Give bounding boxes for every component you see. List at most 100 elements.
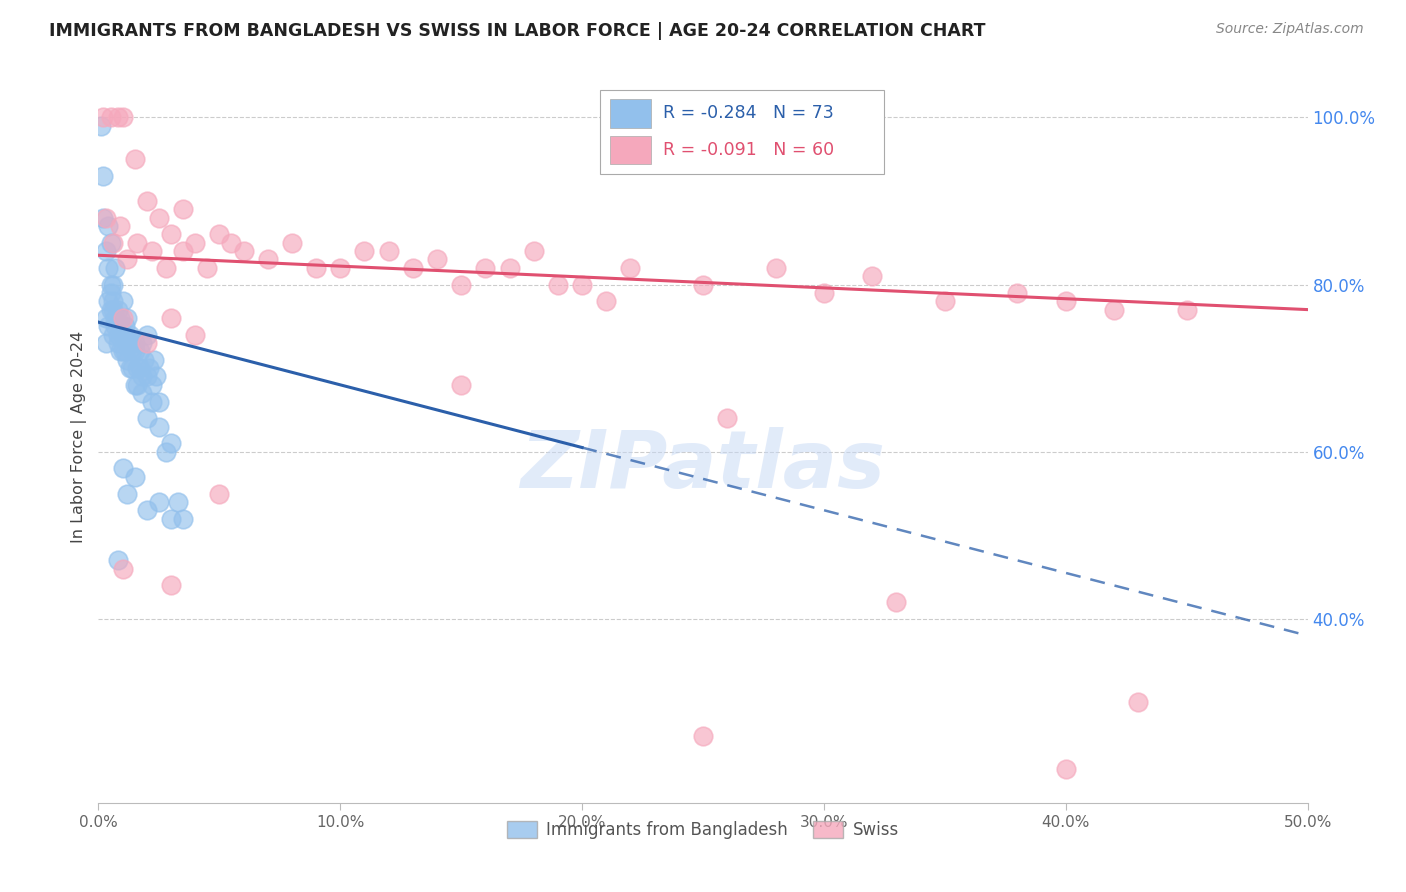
Point <box>138 361 160 376</box>
Point <box>118 327 141 342</box>
Point <box>124 377 146 392</box>
Point <box>114 344 136 359</box>
Point <box>124 152 146 166</box>
Point <box>91 169 114 183</box>
Point <box>208 227 231 242</box>
Point <box>160 578 183 592</box>
Point <box>108 219 131 233</box>
Legend: Immigrants from Bangladesh, Swiss: Immigrants from Bangladesh, Swiss <box>501 814 905 846</box>
Point <box>498 260 520 275</box>
Point <box>160 227 183 242</box>
Point <box>172 202 194 217</box>
Point <box>118 361 141 376</box>
Point <box>595 294 617 309</box>
Point <box>97 294 120 309</box>
Point <box>232 244 254 258</box>
Point <box>135 369 157 384</box>
FancyBboxPatch shape <box>610 99 651 128</box>
Text: R = -0.284   N = 73: R = -0.284 N = 73 <box>664 104 834 122</box>
Point <box>94 211 117 225</box>
Text: Source: ZipAtlas.com: Source: ZipAtlas.com <box>1216 22 1364 37</box>
Point <box>91 111 114 125</box>
Point <box>100 235 122 250</box>
FancyBboxPatch shape <box>600 90 884 174</box>
Point <box>107 327 129 342</box>
Point <box>91 211 114 225</box>
Point <box>101 235 124 250</box>
Point <box>124 336 146 351</box>
Point <box>114 327 136 342</box>
Point <box>1054 763 1077 777</box>
Point <box>155 260 177 275</box>
Point <box>107 302 129 317</box>
Point <box>94 244 117 258</box>
Point <box>172 511 194 525</box>
Point <box>114 319 136 334</box>
Point <box>100 302 122 317</box>
Point <box>117 310 139 325</box>
Point <box>886 595 908 609</box>
Point <box>111 344 134 359</box>
Point <box>118 336 141 351</box>
FancyBboxPatch shape <box>610 136 651 164</box>
Point <box>127 235 149 250</box>
Point <box>148 211 170 225</box>
Point <box>141 377 163 392</box>
Point <box>450 377 472 392</box>
Point <box>377 244 399 258</box>
Point <box>547 277 569 292</box>
Point <box>160 511 183 525</box>
Point <box>1128 696 1150 710</box>
Point <box>131 369 153 384</box>
Point <box>111 461 134 475</box>
Point <box>148 394 170 409</box>
Point <box>108 319 131 334</box>
Point <box>148 495 170 509</box>
Point <box>135 194 157 208</box>
Point <box>692 277 714 292</box>
Point <box>97 319 120 334</box>
Point <box>329 260 352 275</box>
Point <box>305 260 328 275</box>
Point <box>117 352 139 367</box>
Point <box>148 419 170 434</box>
Text: IMMIGRANTS FROM BANGLADESH VS SWISS IN LABOR FORCE | AGE 20-24 CORRELATION CHART: IMMIGRANTS FROM BANGLADESH VS SWISS IN L… <box>49 22 986 40</box>
Point <box>90 119 112 133</box>
Point <box>101 277 124 292</box>
Text: ZIPatlas: ZIPatlas <box>520 427 886 506</box>
Point <box>619 260 641 275</box>
Point <box>135 503 157 517</box>
Point <box>860 269 883 284</box>
Point <box>108 310 131 325</box>
Point <box>523 244 546 258</box>
Point <box>128 344 150 359</box>
Point <box>426 252 449 267</box>
Point <box>128 361 150 376</box>
Point <box>141 394 163 409</box>
Point <box>104 310 127 325</box>
Point <box>101 327 124 342</box>
Point <box>127 361 149 376</box>
Point <box>353 244 375 258</box>
Point <box>208 486 231 500</box>
Point <box>131 336 153 351</box>
Point <box>184 327 207 342</box>
Point <box>124 344 146 359</box>
Point <box>155 444 177 458</box>
Point <box>256 252 278 267</box>
Point <box>143 352 166 367</box>
Point <box>172 244 194 258</box>
Point <box>765 260 787 275</box>
Point <box>135 327 157 342</box>
Point <box>1102 302 1125 317</box>
Point <box>145 369 167 384</box>
Point <box>107 553 129 567</box>
Point <box>813 285 835 300</box>
Point <box>135 411 157 425</box>
Point <box>184 235 207 250</box>
Point <box>117 336 139 351</box>
Point <box>402 260 425 275</box>
Point <box>692 729 714 743</box>
Point <box>131 386 153 401</box>
Point <box>107 336 129 351</box>
